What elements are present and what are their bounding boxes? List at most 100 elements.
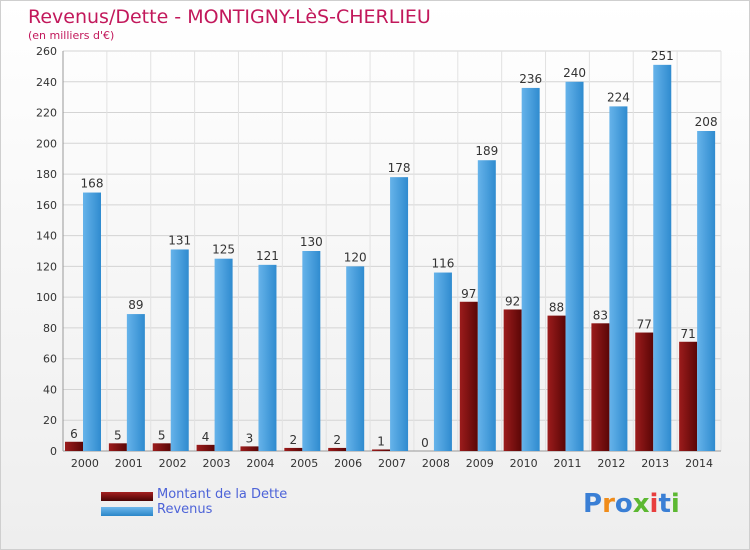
- debt-bar: [547, 315, 566, 451]
- revenue-value-label: 240: [563, 66, 586, 80]
- debt-value-label: 3: [246, 431, 254, 445]
- revenue-bar: [609, 106, 628, 451]
- debt-value-label: 0: [421, 436, 429, 450]
- logo-letter: o: [614, 489, 633, 519]
- x-tick-label: 2014: [685, 457, 713, 470]
- logo-letter: P: [583, 489, 603, 519]
- y-tick-label: 0: [50, 445, 57, 458]
- debt-bar: [108, 443, 127, 451]
- debt-bar: [459, 301, 478, 451]
- x-tick-label: 2013: [641, 457, 669, 470]
- revenue-bar: [302, 251, 321, 451]
- debt-value-label: 5: [158, 428, 166, 442]
- y-tick-label: 120: [36, 260, 57, 273]
- logo-letter: r: [602, 489, 615, 519]
- revenue-bar: [697, 131, 716, 451]
- y-tick-label: 140: [36, 230, 57, 243]
- legend-label-revenue: Revenus: [157, 502, 213, 517]
- y-tick-label: 40: [43, 383, 57, 396]
- debt-value-label: 77: [637, 318, 652, 332]
- debt-bar: [152, 443, 171, 451]
- revenue-value-label: 121: [256, 249, 279, 263]
- x-tick-label: 2008: [422, 457, 450, 470]
- revenue-bar: [390, 177, 409, 451]
- debt-value-label: 1: [377, 434, 385, 448]
- debt-value-label: 5: [114, 428, 122, 442]
- legend-swatch-debt: [101, 492, 153, 501]
- revenue-bar: [258, 264, 277, 451]
- revenue-value-label: 120: [344, 250, 367, 264]
- y-tick-label: 60: [43, 353, 57, 366]
- revenue-bar: [521, 87, 540, 451]
- revenue-bar: [433, 272, 452, 451]
- chart-subtitle: (en milliers d'€): [28, 29, 115, 42]
- revenue-value-label: 168: [81, 177, 104, 191]
- revenue-value-label: 130: [300, 235, 323, 249]
- debt-value-label: 2: [290, 433, 298, 447]
- proxiti-logo: Proxiti: [583, 489, 680, 519]
- x-tick-label: 2007: [378, 457, 406, 470]
- debt-value-label: 6: [70, 427, 78, 441]
- x-tick-label: 2005: [290, 457, 318, 470]
- y-tick-label: 200: [36, 137, 57, 150]
- y-tick-label: 220: [36, 107, 57, 120]
- x-tick-label: 2010: [510, 457, 538, 470]
- debt-value-label: 71: [680, 327, 695, 341]
- x-tick-label: 2000: [71, 457, 99, 470]
- debt-value-label: 4: [202, 430, 210, 444]
- revenue-value-label: 125: [212, 243, 235, 257]
- revenue-bar: [214, 258, 233, 451]
- revenue-bar: [477, 160, 496, 451]
- logo-letter: i: [649, 489, 659, 519]
- revenue-bar: [83, 192, 101, 452]
- x-tick-label: 2006: [334, 457, 362, 470]
- debt-bar: [65, 441, 83, 451]
- revenue-bar: [126, 314, 145, 451]
- debt-value-label: 97: [461, 287, 476, 301]
- revenue-value-label: 251: [651, 49, 674, 63]
- x-tick-label: 2004: [246, 457, 274, 470]
- x-tick-label: 2011: [553, 457, 581, 470]
- x-tick-label: 2001: [115, 457, 143, 470]
- logo-letter: x: [632, 489, 650, 519]
- debt-bar: [591, 323, 610, 451]
- revenue-value-label: 236: [519, 72, 542, 86]
- revenue-bar: [170, 249, 189, 451]
- debt-value-label: 83: [593, 308, 608, 322]
- x-tick-label: 2003: [203, 457, 231, 470]
- y-tick-label: 240: [36, 76, 57, 89]
- revenue-value-label: 208: [695, 115, 718, 129]
- x-tick-label: 2009: [466, 457, 494, 470]
- revenue-value-label: 131: [168, 233, 191, 247]
- y-tick-label: 20: [43, 414, 57, 427]
- debt-bar: [284, 447, 303, 451]
- debt-bar: [328, 447, 347, 451]
- legend-swatch-revenue: [101, 507, 153, 516]
- debt-bar: [503, 309, 522, 451]
- logo-letter: i: [670, 489, 680, 519]
- debt-value-label: 2: [333, 433, 341, 447]
- revenue-value-label: 89: [128, 298, 143, 312]
- debt-bar: [196, 444, 215, 451]
- debt-bar: [635, 332, 654, 451]
- chart-title: Revenus/Dette - MONTIGNY-LèS-CHERLIEU: [28, 6, 431, 28]
- revenue-value-label: 224: [607, 90, 630, 104]
- y-tick-label: 260: [36, 45, 57, 58]
- debt-value-label: 92: [505, 294, 520, 308]
- revenue-value-label: 178: [388, 161, 411, 175]
- revenue-bar: [565, 81, 584, 452]
- debt-value-label: 88: [549, 301, 564, 315]
- y-tick-label: 80: [43, 322, 57, 335]
- y-tick-label: 160: [36, 199, 57, 212]
- revenue-value-label: 189: [475, 144, 498, 158]
- x-tick-label: 2002: [159, 457, 187, 470]
- logo-letter: t: [658, 489, 671, 519]
- debt-bar: [372, 449, 391, 451]
- debt-bar: [679, 341, 698, 451]
- y-tick-label: 100: [36, 291, 57, 304]
- revenue-value-label: 116: [431, 257, 454, 271]
- x-tick-label: 2012: [597, 457, 625, 470]
- debt-bar: [240, 446, 259, 451]
